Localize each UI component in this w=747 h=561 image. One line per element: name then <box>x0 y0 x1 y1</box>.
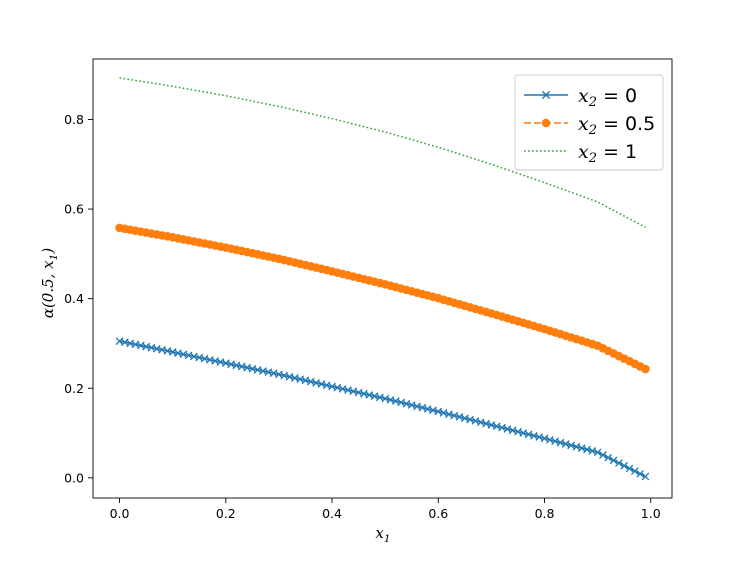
data-point <box>641 472 650 481</box>
x-tick-label: 0.2 <box>216 506 236 521</box>
x-tick-label: 0.0 <box>110 506 130 521</box>
y-tick-label: 0.0 <box>64 470 84 485</box>
series-x2-1 <box>119 77 646 229</box>
x-axis-ticks: 0.0 0.2 0.4 0.6 0.8 1.0 <box>110 498 661 521</box>
y-tick-label: 0.8 <box>64 112 84 127</box>
legend-item-x2-0: x2 = 0 <box>524 85 637 110</box>
legend-marker <box>541 90 551 100</box>
x-tick-label: 0.6 <box>428 506 448 521</box>
series-line <box>119 340 646 478</box>
legend-box <box>514 74 664 171</box>
legend-item-x2-1: x2 = 1 <box>524 141 637 166</box>
x-axis-label: x1 <box>375 524 390 545</box>
y-tick-label: 0.6 <box>64 202 84 217</box>
x-tick-label: 0.4 <box>322 506 342 521</box>
data-point <box>625 464 634 473</box>
series-line <box>119 77 646 229</box>
plot-frame <box>92 58 673 499</box>
legend-item-x2-0-5: x2 = 0.5 <box>524 113 655 138</box>
series-layer <box>115 77 650 481</box>
data-point <box>615 459 623 467</box>
data-point <box>641 364 650 374</box>
series-x2-0-5 <box>115 223 650 374</box>
legend: x2 = 0 x2 = 0.5 x2 = 1 <box>514 74 664 171</box>
data-point <box>620 461 629 470</box>
legend-marker <box>541 118 551 128</box>
data-point <box>604 453 613 462</box>
legend-label: x2 = 0.5 <box>578 113 655 138</box>
data-point <box>593 448 602 457</box>
x-tick-label: 1.0 <box>641 506 661 521</box>
data-point <box>630 467 639 475</box>
y-axis-ticks: 0.0 0.2 0.4 0.6 0.8 <box>64 112 93 485</box>
legend-label: x2 = 0 <box>578 85 637 110</box>
series-x2-0 <box>115 337 650 481</box>
data-point <box>609 456 618 465</box>
x-tick-label: 0.8 <box>535 506 555 521</box>
legend-label: x2 = 1 <box>578 141 637 166</box>
y-axis-label: α(0.5, x1) <box>39 248 60 319</box>
y-tick-label: 0.4 <box>64 291 84 306</box>
y-tick-label: 0.2 <box>64 381 84 396</box>
data-point <box>636 469 644 478</box>
data-point <box>599 451 607 459</box>
